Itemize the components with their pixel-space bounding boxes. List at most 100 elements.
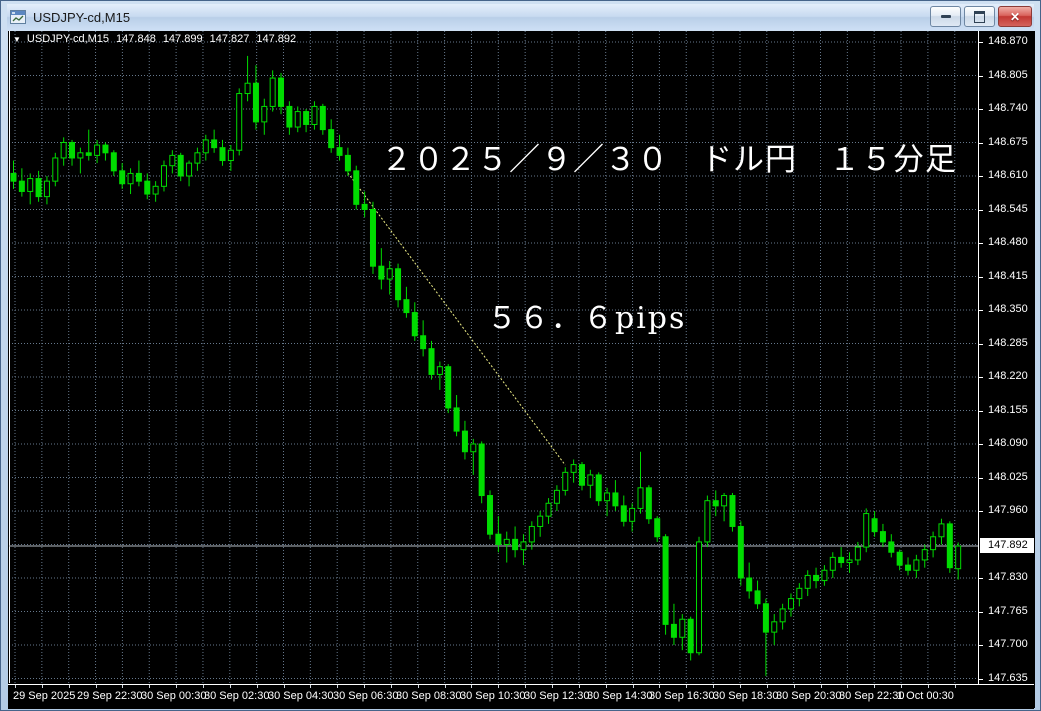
candle-body [570,464,577,473]
close-icon: ✕ [1009,9,1021,24]
candle-body [127,172,134,185]
candle-body [620,505,627,522]
time-tick [122,685,124,688]
chart-svg [9,31,978,683]
candle-body [487,495,494,535]
candle-body [771,621,778,633]
maximize-button[interactable] [964,6,995,27]
candle-body [85,152,92,156]
candle-body [269,77,276,107]
symbol-dropdown-marker[interactable]: ▼ [13,34,21,44]
time-tick [41,685,43,688]
time-tick [202,685,204,688]
candle-body [369,209,376,267]
price-axis-label: 148.675 [988,135,1028,148]
time-axis-label: 30 Sep 04:30 [268,690,334,702]
candle-body [336,147,343,156]
candle-body [94,144,101,156]
candle-body [60,142,67,159]
time-tick [390,685,392,688]
time-axis[interactable]: 29 Sep 2025 29 Sep 22:30 30 Sep 00:30 30 Se… [8,684,1034,709]
candle-body [813,574,820,582]
candle-body [863,513,870,548]
candle-body [35,178,42,198]
time-axis-label: 30 Sep 12:30 [524,690,590,702]
candle-body [612,492,619,507]
candle-body [821,569,828,582]
candle-body [921,549,928,561]
candle-body [854,546,861,561]
price-tick [979,42,983,43]
price-axis-label: 148.740 [988,102,1028,114]
chart-plot-area[interactable]: ▼ USDJPY-cd,M15 147.848 147.899 147.827 … [9,31,978,683]
candle-body [520,541,527,551]
candle-body [946,523,953,569]
price-tick [979,410,983,412]
pips-text-annotation[interactable]: ５６．６pips [487,301,687,336]
time-axis-label: 30 Sep 14:30 [587,690,653,702]
time-tick [176,685,178,688]
price-axis-label: 147.830 [988,571,1028,583]
candle-body [787,598,794,610]
price-axis-label: 148.285 [988,336,1028,349]
candle-body [77,152,84,159]
candle-body [930,536,937,551]
time-axis-label: 1 Oct 00:30 [897,690,954,702]
candle-body [420,335,427,350]
price-axis-label: 148.545 [988,202,1028,215]
price-axis-label: 148.155 [988,403,1028,416]
candle-body [69,142,76,159]
candle-body [913,559,920,571]
time-tick [632,685,634,688]
candle-body [938,523,945,538]
candle-body [395,268,402,301]
price-axis[interactable]: 147.892 148.870 148.805 148.740 148.675 148.… [978,31,1035,708]
minimize-button[interactable] [930,6,961,27]
candle-body [236,93,243,151]
trendline[interactable] [347,172,566,466]
price-axis-label: 147.635 [988,671,1028,684]
candle-body [110,152,117,172]
candle-body [211,139,218,149]
chart-ohlc-header: ▼ USDJPY-cd,M15 147.848 147.899 147.827 … [13,33,303,45]
candle-body [896,551,903,566]
candle-body [202,139,209,154]
candle-body [478,443,485,497]
window-title: USDJPY-cd,M15 [33,9,131,25]
header-high: 147.899 [162,33,203,45]
candle-body [879,531,886,543]
date-text-annotation[interactable]: ２０２５／９／３０ ドル円 １５分足 [381,142,957,178]
candle-body [888,541,895,553]
candle-body [754,590,761,605]
candle-body [545,502,552,517]
candle-body [294,111,301,128]
candle-body [604,492,611,502]
candle-body [252,82,259,123]
candle-body [629,507,636,522]
price-tick [979,578,983,579]
close-button[interactable]: ✕ [998,6,1032,27]
candle-body [562,471,569,491]
price-axis-label: 148.480 [988,236,1028,248]
time-axis-label: 30 Sep 08:30 [396,690,462,702]
price-tick [979,109,983,110]
candle-body [704,500,711,543]
candle-body [662,536,669,625]
candle-body [411,312,418,337]
time-tick [149,685,151,688]
chart-window-icon [10,10,26,24]
time-tick [95,685,97,688]
price-axis-label: 148.220 [988,370,1028,382]
title-bar[interactable]: USDJPY-cd,M15 [7,4,1034,30]
candle-body [829,556,836,571]
price-tick [979,142,983,144]
candle-body [27,178,34,192]
candle-body [595,474,602,502]
price-tick [979,477,983,479]
time-tick [820,685,822,688]
time-axis-label: 30 Sep 20:30 [776,690,842,702]
candle-body [10,172,17,182]
current-price-box: 147.892 [980,538,1034,554]
candle-body [319,105,326,131]
price-axis-label: 148.610 [988,169,1028,181]
